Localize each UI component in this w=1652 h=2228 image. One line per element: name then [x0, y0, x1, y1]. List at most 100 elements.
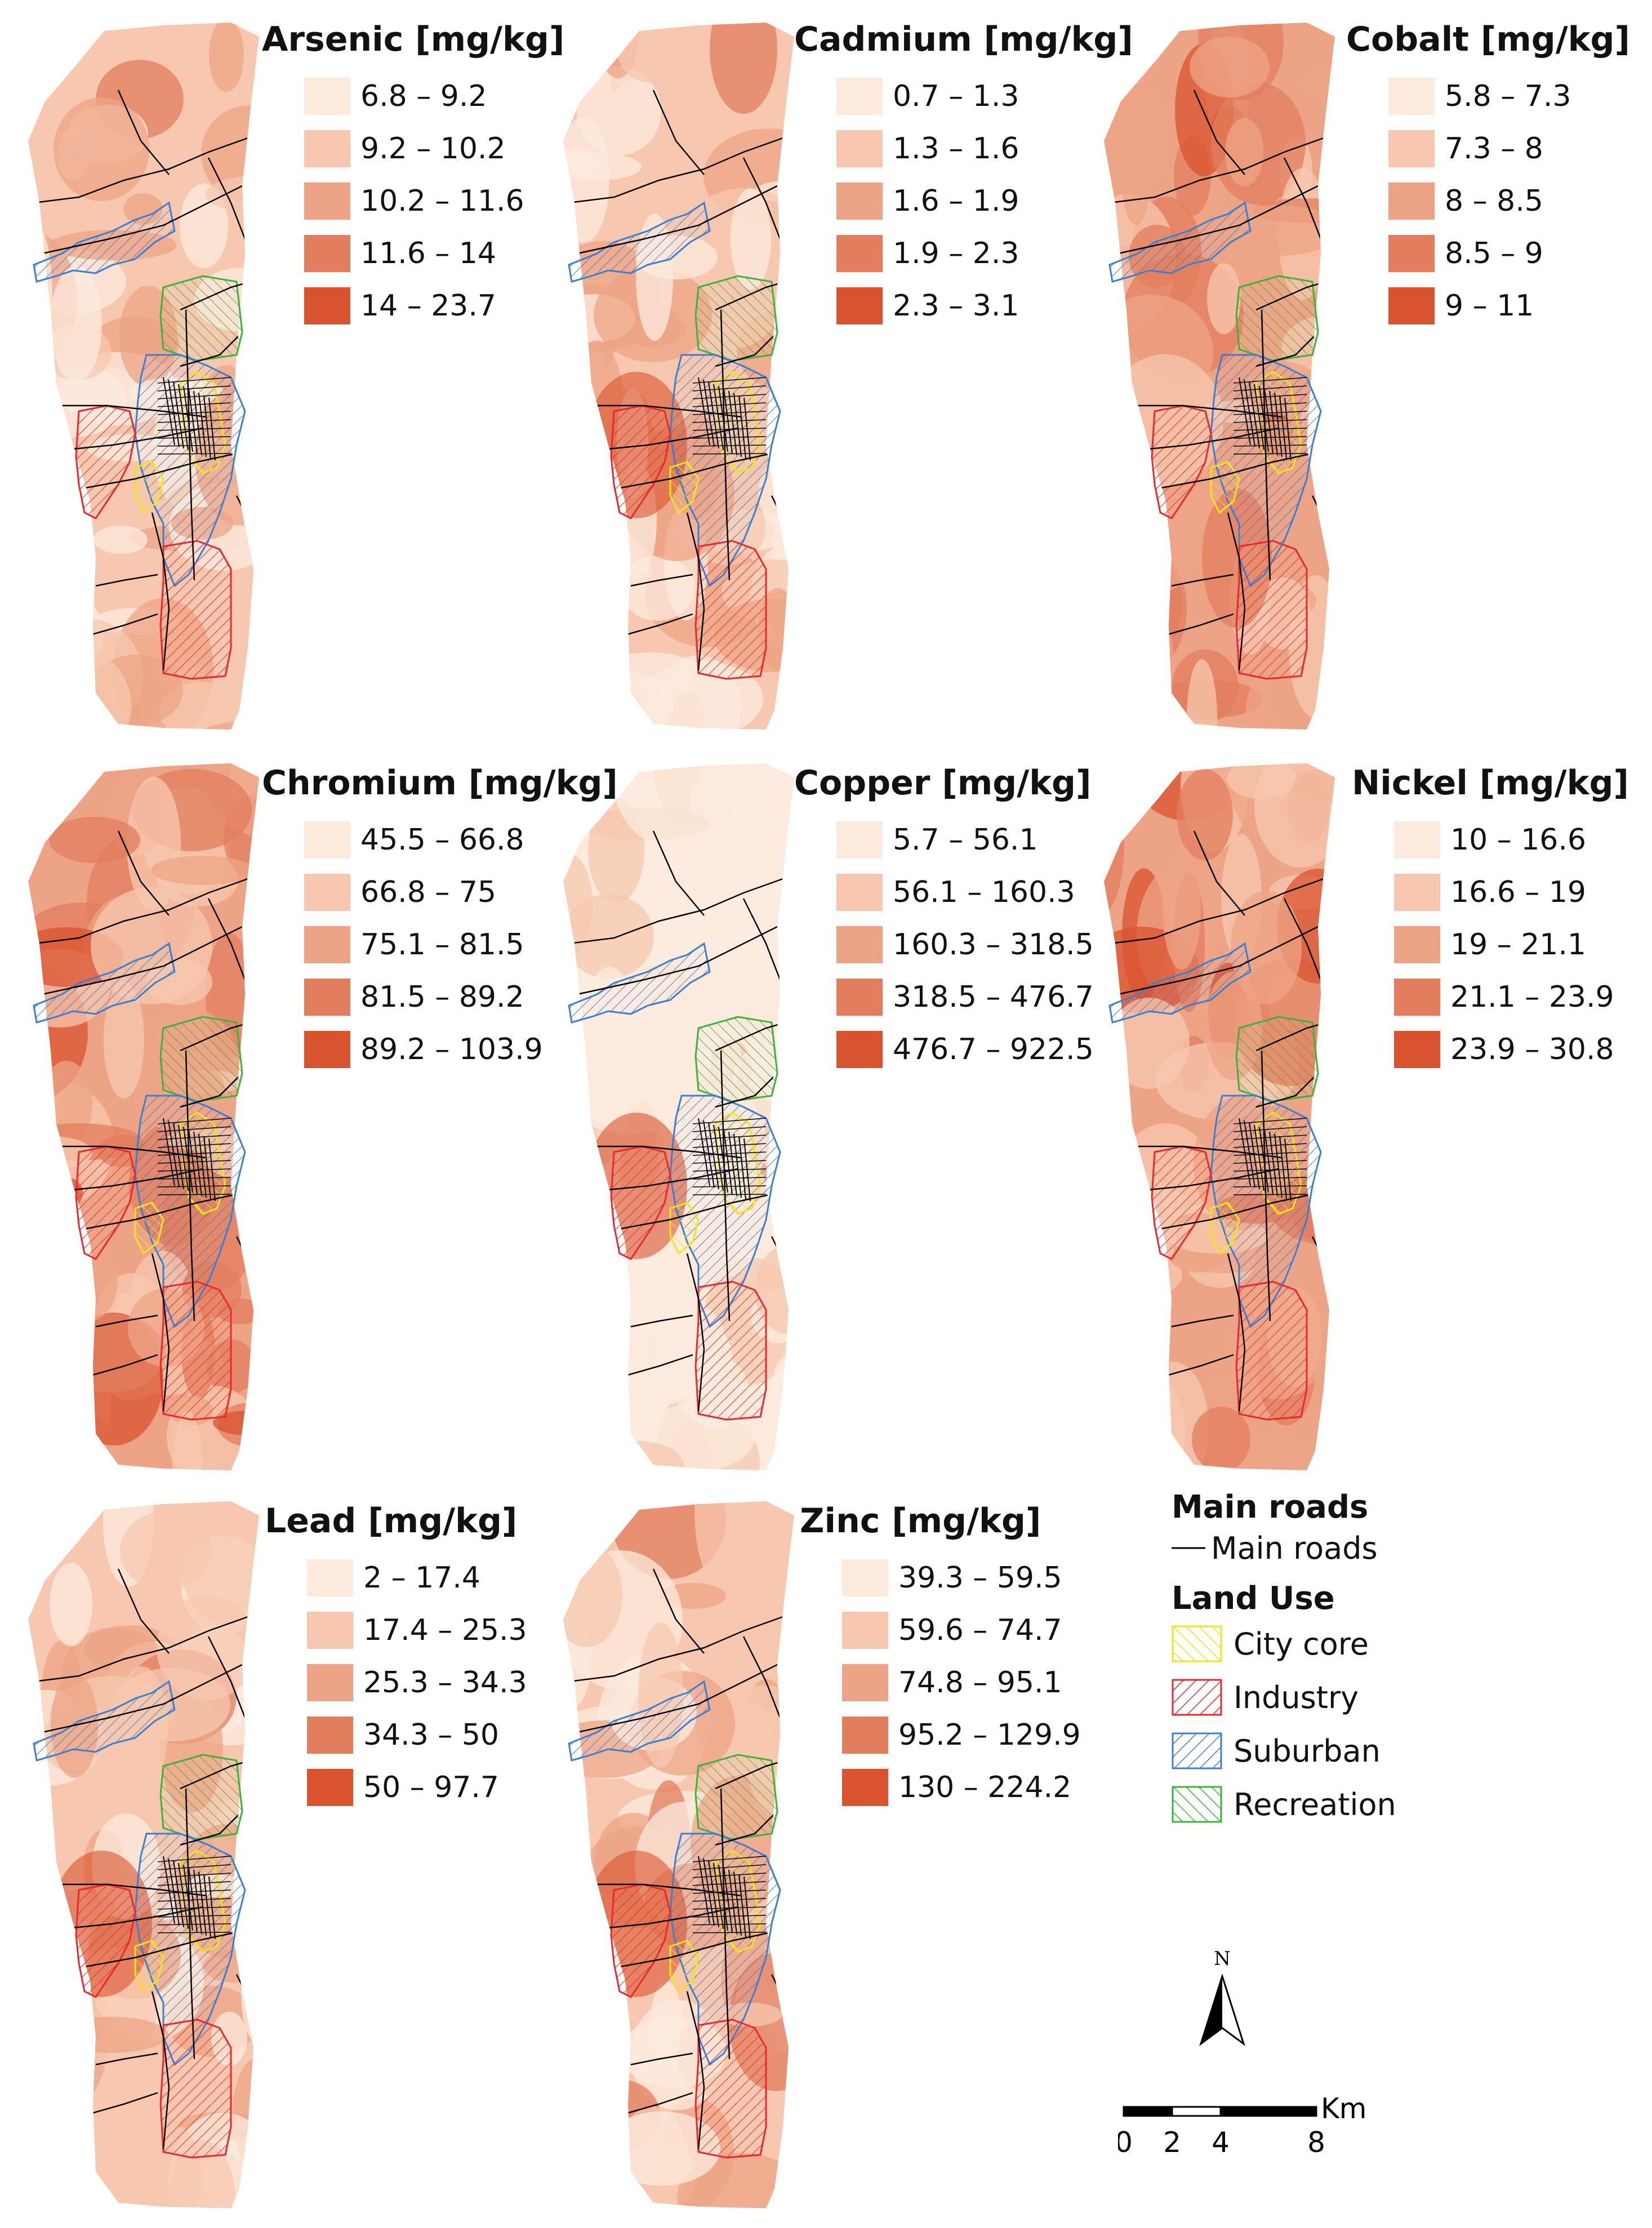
color-swatch: [304, 287, 350, 324]
chromium-map: [28, 763, 259, 1470]
chromium-legend-class: 75.1 – 81.5: [304, 924, 524, 965]
copper-class-range: 5.7 – 56.1: [893, 823, 1038, 857]
color-swatch: [1394, 821, 1440, 859]
lead-legend-class: 50 – 97.7: [307, 1767, 499, 1808]
zinc-class-range: 39.3 – 59.5: [898, 1561, 1062, 1595]
color-swatch: [1394, 1031, 1440, 1068]
lead-class-range: 2 – 17.4: [363, 1561, 480, 1595]
color-swatch: [1388, 78, 1435, 115]
landuse-legend-item: Industry: [1172, 1678, 1359, 1717]
zinc-legend-class: 95.2 – 129.9: [842, 1715, 1081, 1755]
color-swatch: [304, 1031, 350, 1068]
north-arrow: N: [1194, 1947, 1250, 2051]
arsenic-legend: Arsenic [mg/kg] 6.8 – 9.2 9.2 – 10.2 10.2 –…: [262, 20, 565, 324]
landuse-legend-label: Suburban: [1234, 1733, 1381, 1769]
cadmium-legend-class: 1.9 – 2.3: [836, 233, 1019, 274]
copper-legend-class: 476.7 – 922.5: [836, 1029, 1094, 1070]
zinc-legend-class: 59.6 – 74.7: [842, 1610, 1062, 1651]
lead-class-range: 50 – 97.7: [363, 1771, 500, 1804]
cobalt-legend-class: 9 – 11: [1388, 286, 1534, 326]
color-swatch: [842, 1769, 888, 1806]
copper-legend: Copper [mg/kg] 5.7 – 56.1 56.1 – 160.3 160.…: [794, 763, 1094, 1068]
cobalt-legend: Cobalt [mg/kg] 5.8 – 7.3 7.3 – 8 8 – 8.5 8.5…: [1346, 23, 1630, 324]
nickel-legend-title: Nickel [mg/kg]: [1352, 763, 1629, 803]
cadmium-map: [563, 23, 794, 730]
chromium-class-range: 75.1 – 81.5: [360, 928, 524, 962]
color-swatch: [842, 1716, 888, 1754]
zinc-legend: Zinc [mg/kg] 39.3 – 59.5 59.6 – 74.7 74.8 –…: [800, 1504, 1081, 1806]
cadmium-legend-title: Cadmium [mg/kg]: [794, 20, 1133, 59]
cobalt-class-range: 8.5 – 9: [1445, 237, 1543, 270]
color-swatch: [1394, 926, 1440, 963]
color-swatch: [836, 183, 883, 220]
hatch-swatch-icon: [1172, 1625, 1222, 1662]
cadmium-legend-class: 2.3 – 3.1: [836, 286, 1019, 326]
color-swatch: [1388, 235, 1435, 272]
cobalt-map: [1104, 23, 1335, 730]
cadmium-class-range: 1.9 – 2.3: [893, 237, 1019, 270]
arsenic-legend-title: Arsenic [mg/kg]: [262, 20, 565, 59]
chromium-class-range: 66.8 – 75: [360, 875, 497, 909]
cadmium-class-range: 2.3 – 3.1: [893, 289, 1019, 323]
landuse-legend-label: Recreation: [1234, 1786, 1396, 1822]
color-swatch: [836, 821, 883, 859]
cobalt-legend-class: 8 – 8.5: [1388, 181, 1543, 221]
zinc-legend-class: 74.8 – 95.1: [842, 1662, 1062, 1703]
scale-bar: Km 0 2 4 8: [1115, 2092, 1383, 2186]
scale-tick-8: 8: [1307, 2126, 1325, 2159]
color-swatch: [836, 235, 883, 272]
arsenic-class-range: 6.8 – 9.2: [360, 79, 487, 113]
zinc-class-range: 95.2 – 129.9: [898, 1718, 1081, 1752]
hatch-swatch-icon: [1172, 1679, 1222, 1716]
cobalt-class-range: 5.8 – 7.3: [1445, 79, 1571, 113]
map-panel-chromium: Chromium [mg/kg] 45.5 – 66.8 66.8 – 75 75.1…: [0, 744, 618, 1476]
color-swatch: [304, 821, 350, 859]
cadmium-legend: Cadmium [mg/kg] 0.7 – 1.3 1.3 – 1.6 1.6 – 1…: [794, 20, 1133, 324]
arsenic-legend-class: 6.8 – 9.2: [304, 76, 487, 117]
cadmium-class-range: 1.3 – 1.6: [893, 132, 1019, 166]
scale-tick-0: 0: [1118, 2126, 1133, 2159]
color-swatch: [842, 1664, 888, 1701]
roads-legend-label: Main roads: [1211, 1530, 1378, 1566]
map-panel-cadmium: Cadmium [mg/kg] 0.7 – 1.3 1.3 – 1.6 1.6 – 1…: [535, 0, 1155, 732]
arsenic-legend-class: 11.6 – 14: [304, 233, 496, 274]
nickel-legend: Nickel [mg/kg] 10 – 16.6 16.6 – 19 19 – 21.…: [1352, 763, 1629, 1068]
color-swatch: [304, 979, 350, 1016]
lead-legend-class: 17.4 – 25.3: [307, 1610, 527, 1651]
color-swatch: [307, 1769, 353, 1806]
arsenic-class-range: 9.2 – 10.2: [360, 132, 506, 166]
scale-unit: Km: [1321, 2096, 1367, 2125]
nickel-legend-class: 21.1 – 23.9: [1394, 977, 1614, 1017]
color-swatch: [307, 1559, 353, 1596]
map-panel-copper: Copper [mg/kg] 5.7 – 56.1 56.1 – 160.3 160.…: [535, 744, 1155, 1476]
arsenic-legend-class: 10.2 – 11.6: [304, 181, 524, 221]
arsenic-legend-class: 14 – 23.7: [304, 286, 496, 326]
copper-legend-title: Copper [mg/kg]: [794, 763, 1092, 803]
arsenic-class-range: 10.2 – 11.6: [360, 184, 524, 218]
cobalt-legend-class: 5.8 – 7.3: [1388, 76, 1571, 117]
cadmium-legend-class: 0.7 – 1.3: [836, 76, 1019, 117]
color-swatch: [304, 235, 350, 272]
nickel-legend-class: 23.9 – 30.8: [1394, 1029, 1614, 1070]
map-panel-cobalt: Cobalt [mg/kg] 5.8 – 7.3 7.3 – 8 8 – 8.5 8.5…: [1070, 0, 1650, 732]
scale-tick-2: 2: [1163, 2126, 1181, 2159]
lead-legend: Lead [mg/kg] 2 – 17.4 17.4 – 25.3 25.3 – 34…: [265, 1504, 527, 1806]
map-panel-arsenic: Arsenic [mg/kg] 6.8 – 9.2 9.2 – 10.2 10.2 –…: [0, 0, 564, 732]
landuse-legend-label: City core: [1234, 1626, 1369, 1662]
color-swatch: [836, 874, 883, 911]
cobalt-class-range: 7.3 – 8: [1445, 132, 1543, 166]
scale-tick-4: 4: [1212, 2126, 1230, 2159]
road-line-icon: [1172, 1547, 1205, 1549]
map-panel-lead: Lead [mg/kg] 2 – 17.4 17.4 – 25.3 25.3 – 34…: [0, 1482, 552, 2220]
color-swatch: [836, 287, 883, 324]
color-swatch: [842, 1559, 888, 1596]
landuse-legend-title: Land Use: [1172, 1580, 1335, 1617]
copper-map: [563, 763, 794, 1470]
color-swatch: [836, 130, 883, 167]
color-swatch: [304, 926, 350, 963]
copper-class-range: 318.5 – 476.7: [893, 980, 1094, 1014]
color-swatch: [1394, 874, 1440, 911]
nickel-class-range: 10 – 16.6: [1450, 823, 1587, 857]
lead-class-range: 34.3 – 50: [363, 1718, 500, 1752]
copper-class-range: 160.3 – 318.5: [893, 928, 1094, 962]
